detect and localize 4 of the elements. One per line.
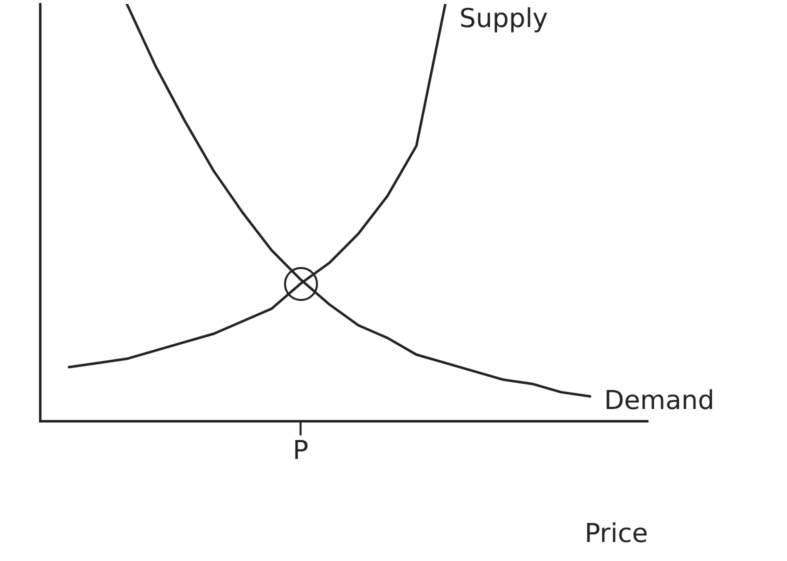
x-axis-title: Price xyxy=(584,519,648,550)
text: P xyxy=(292,436,308,466)
series-label: Supply xyxy=(459,4,548,34)
series-label: Demand xyxy=(604,386,714,416)
